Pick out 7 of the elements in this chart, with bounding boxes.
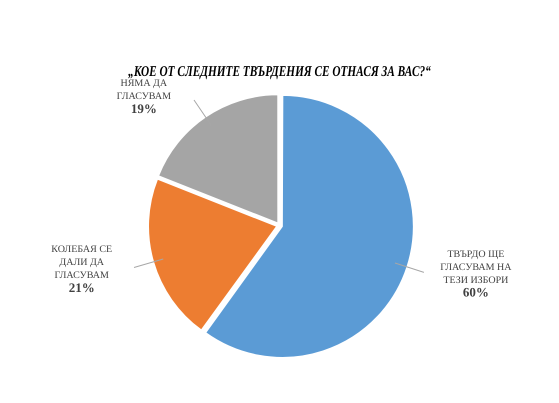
data-label: 21%: [68, 280, 95, 295]
data-label: 19%: [130, 100, 157, 116]
slice-label: НЯМА ДА ГЛАСУВАМ: [116, 78, 172, 102]
slice-label: ТВЪРДО ЩЕ ГЛАСУВАМ НА ТЕЗИ ИЗБОРИ: [440, 248, 512, 286]
slice-label: КОЛЕБАЯ СЕ ДАЛИ ДА ГЛАСУВАМ: [51, 244, 112, 282]
chart-title: „КОЕ ОТ СЛЕДНИТЕ ТВЪРДЕНИЯ СЕ ОТНАСЯ ЗА ВАС?“: [128, 62, 432, 80]
data-label: 60%: [462, 284, 489, 300]
